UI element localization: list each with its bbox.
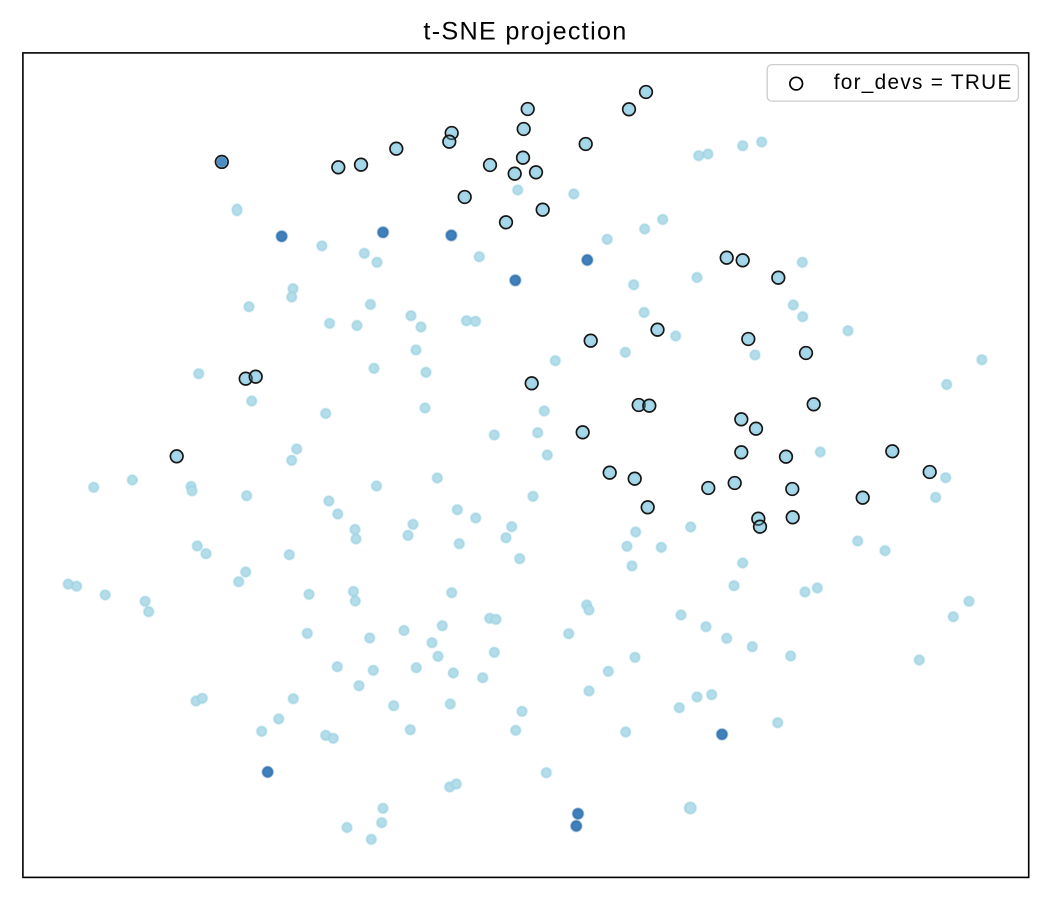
- svg-text:t-SNE projection: t-SNE projection: [423, 18, 627, 46]
- svg-text:for_devs = TRUE: for_devs = TRUE: [834, 71, 1013, 94]
